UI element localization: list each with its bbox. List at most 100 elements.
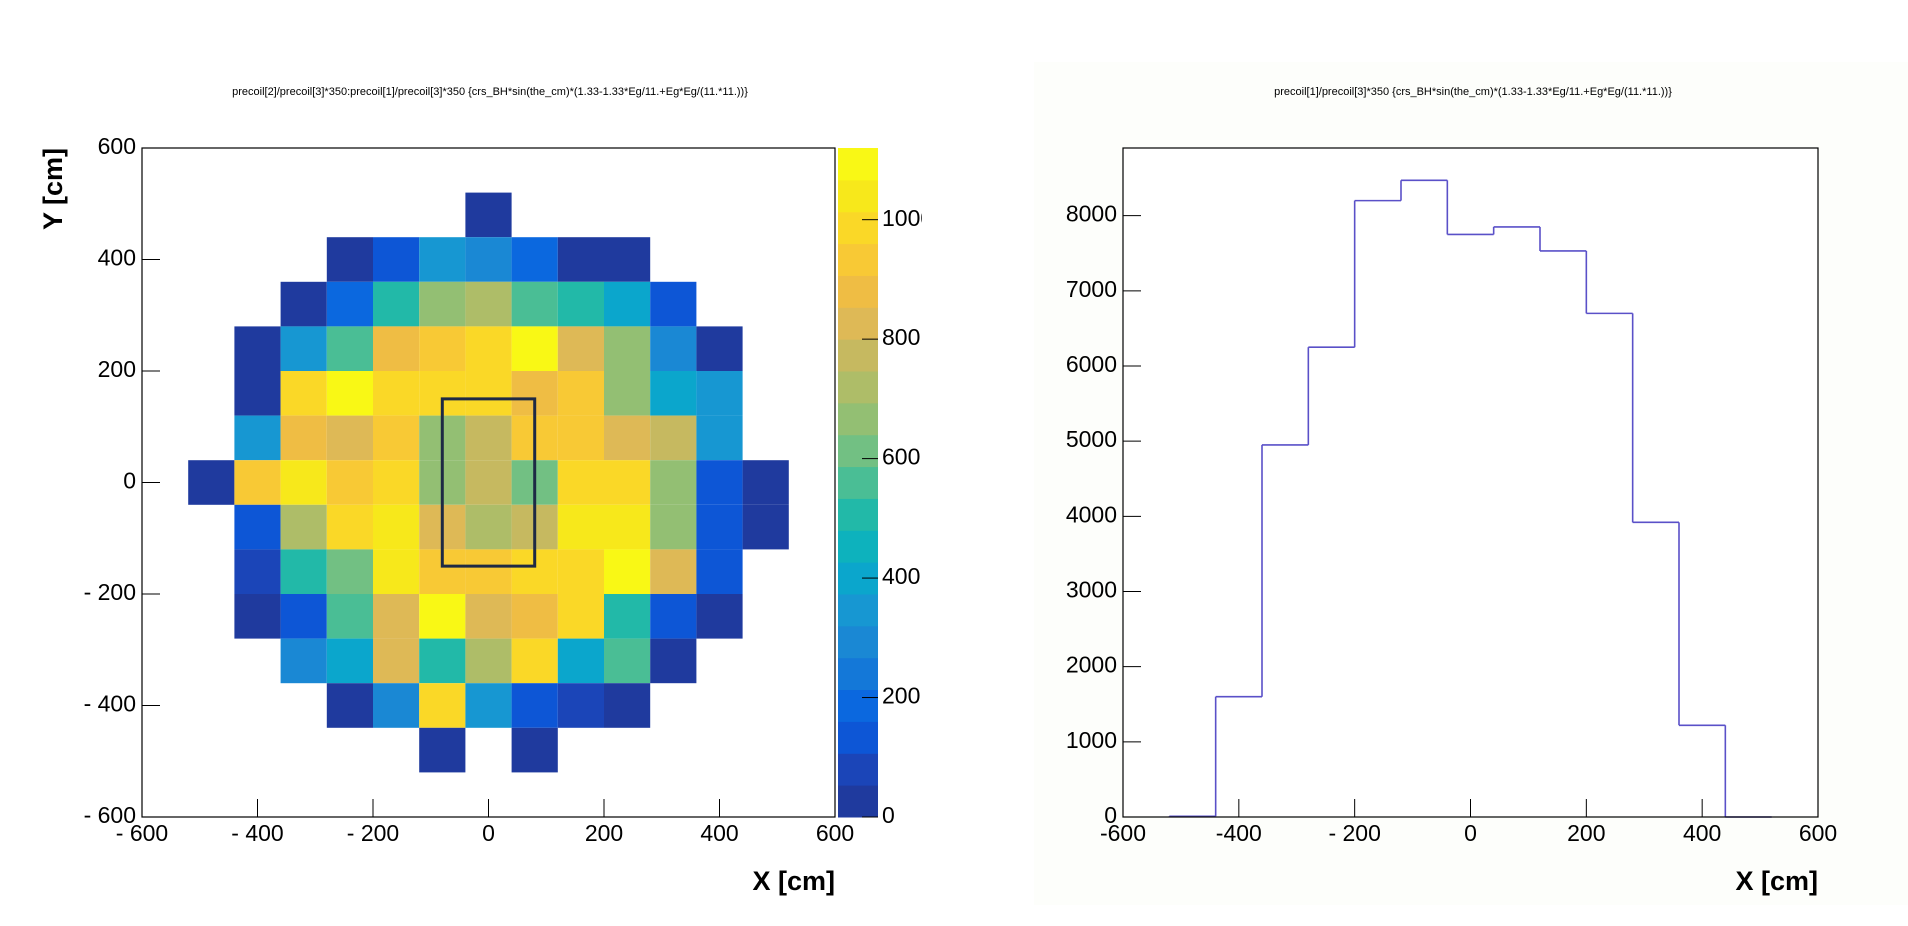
heatmap-cell — [280, 549, 327, 594]
heatmap-cell — [650, 326, 697, 371]
y-tick-label: 7000 — [1066, 276, 1117, 302]
heatmap-cell — [465, 638, 512, 684]
heatmap-cell — [234, 415, 281, 461]
heatmap-cell — [373, 594, 420, 639]
heatmap-cell — [604, 594, 651, 639]
x-tick-label: 200 — [1567, 820, 1605, 846]
colorbar-band — [838, 148, 878, 181]
colorbar-band — [838, 307, 878, 340]
heatmap-cell — [419, 594, 466, 639]
colorbar-tick-label: 400 — [882, 563, 920, 589]
y-tick-label: 5000 — [1066, 426, 1117, 452]
y-tick-label: 0 — [123, 468, 136, 494]
x-tick-label: - 200 — [1328, 820, 1380, 846]
heatmap-cell — [696, 415, 743, 461]
heatmap-cell — [650, 504, 697, 550]
colorbar-band — [838, 434, 878, 468]
heatmap-cell — [326, 415, 373, 461]
heatmap-cell — [650, 594, 697, 639]
colorbar-band — [838, 179, 878, 213]
heatmap-cell — [604, 460, 651, 505]
heatmap-cell — [604, 237, 651, 282]
heatmap-cell — [511, 326, 558, 371]
heatmap-cell — [604, 415, 651, 461]
heatmap-cell — [234, 504, 281, 550]
heatmap-cell — [326, 371, 373, 416]
y-tick-label: - 400 — [84, 691, 136, 717]
heatmap-cell — [465, 549, 512, 594]
x-tick-label: - 600 — [116, 820, 168, 846]
heatmap-cell — [188, 460, 235, 505]
heatmap-cell — [604, 281, 651, 327]
y-tick-label: 6000 — [1066, 351, 1117, 377]
heatmap-cell — [650, 638, 697, 684]
heatmap-cell — [326, 549, 373, 594]
heatmap-cell — [234, 460, 281, 505]
heatmap-cell — [326, 281, 373, 327]
y-tick-label: 3000 — [1066, 577, 1117, 603]
heatmap-cell — [604, 371, 651, 416]
heatmap-cell — [373, 638, 420, 684]
x-axis-title: X [cm] — [1735, 866, 1818, 896]
y-tick-label: - 600 — [84, 802, 136, 828]
left-panel: 0 200 400 600 800 1000 precoil[2]/precoil[3]*3… — [38, 86, 933, 896]
heatmap-cell — [604, 326, 651, 371]
heatmap-cell — [326, 460, 373, 505]
colorbar-band — [838, 594, 878, 627]
heatmap-cell — [419, 683, 466, 728]
heatmap-cell — [557, 326, 604, 371]
heatmap-cell — [280, 638, 327, 684]
heatmap-cell — [604, 504, 651, 550]
heatmap-cell — [604, 638, 651, 684]
heatmap-cell — [742, 504, 789, 550]
heatmap-cell — [419, 638, 466, 684]
x-tick-label: 600 — [1799, 820, 1837, 846]
y-tick-label: 200 — [98, 356, 136, 382]
heatmap-cell — [604, 683, 651, 728]
plot-area — [1123, 148, 1818, 817]
x-tick-label: 600 — [816, 820, 854, 846]
heatmap-cell — [373, 237, 420, 282]
heatmap-cell — [419, 727, 466, 773]
colorbar-band — [838, 689, 878, 722]
heatmap-cell — [465, 371, 512, 416]
heatmap-cell — [465, 504, 512, 550]
heatmap-cell — [326, 594, 373, 639]
x-tick-label: 0 — [1464, 820, 1477, 846]
colorbar-tick-label: 200 — [882, 683, 920, 709]
heatmap-cell — [419, 281, 466, 327]
x-tick-label: -600 — [1100, 820, 1146, 846]
heatmap-cell — [465, 237, 512, 282]
heatmap-cell — [373, 371, 420, 416]
heatmap-cell — [650, 549, 697, 594]
chart-title: precoil[1]/precoil[3]*350 {crs_BH*sin(th… — [1274, 86, 1672, 98]
heatmap-cell — [557, 504, 604, 550]
y-tick-label: 0 — [1104, 802, 1117, 828]
heatmap-cell — [511, 281, 558, 327]
heatmap-cell — [234, 549, 281, 594]
y-tick-label: 600 — [98, 133, 136, 159]
heatmap-cell — [419, 326, 466, 371]
heatmap-cell — [511, 237, 558, 282]
heatmap-cell — [650, 460, 697, 505]
colorbar-tick-label: 1000 — [882, 205, 933, 231]
y-tick-label: 4000 — [1066, 501, 1117, 527]
y-tick-label: 8000 — [1066, 201, 1117, 227]
colorbar-band — [838, 339, 878, 372]
heatmap-cell — [604, 549, 651, 594]
region-box — [440, 397, 537, 568]
colorbar-band — [838, 625, 878, 659]
colorbar-band — [838, 498, 878, 531]
heatmap-cell — [696, 594, 743, 639]
x-tick-label: -400 — [1216, 820, 1262, 846]
y-tick-label: - 200 — [84, 579, 136, 605]
heatmap-cell — [465, 594, 512, 639]
heatmap-cell — [557, 638, 604, 684]
heatmap-cell — [465, 415, 512, 461]
colorbar-band — [838, 243, 878, 276]
heatmap-cell — [557, 683, 604, 728]
x-tick-label: 400 — [700, 820, 738, 846]
x-axis-title: X [cm] — [752, 866, 835, 896]
heatmap-cell — [650, 415, 697, 461]
heatmap-cell — [280, 460, 327, 505]
